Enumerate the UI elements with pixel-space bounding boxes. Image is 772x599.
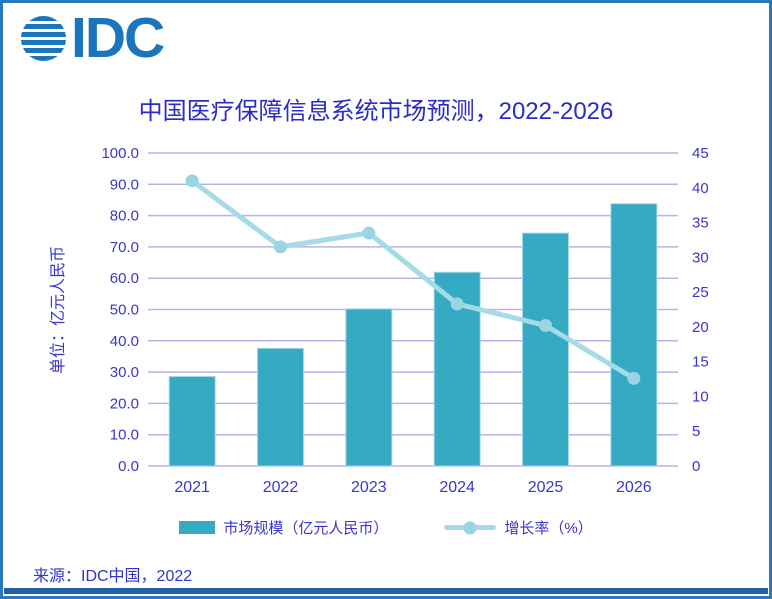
source-note: 来源：IDC中国，2022 xyxy=(33,568,193,585)
chart-legend: 市场规模（亿元人民币） 增长率（%） xyxy=(3,517,769,538)
x-tick-label-2021: 2021 xyxy=(174,479,210,496)
y-right-tick-label: 40 xyxy=(692,180,709,197)
growth-marker-2024 xyxy=(450,297,464,311)
bar-2025 xyxy=(522,232,569,467)
y-right-tick-label: 25 xyxy=(692,284,709,301)
bar-series-swatch xyxy=(179,521,216,534)
line-series-swatch xyxy=(444,521,497,534)
y-right-tick-label: 20 xyxy=(692,319,709,336)
y-right-tick-label: 10 xyxy=(692,388,709,405)
y-left-tick-label: 30.0 xyxy=(110,364,139,381)
x-tick-label-2024: 2024 xyxy=(439,479,475,496)
y-right-tick-label: 35 xyxy=(692,215,709,232)
growth-marker-2023 xyxy=(362,226,376,240)
y-left-tick-label: 20.0 xyxy=(110,395,139,412)
x-tick-label-2022: 2022 xyxy=(263,479,299,496)
legend-item-growth-rate: 增长率（%） xyxy=(444,517,593,538)
line-marker-icon xyxy=(463,521,477,534)
y-right-tick-label: 5 xyxy=(692,423,700,440)
growth-line xyxy=(189,178,637,381)
legend-item-market-size: 市场规模（亿元人民币） xyxy=(179,517,388,538)
y-left-tick-label: 60.0 xyxy=(110,270,139,287)
bar-2021 xyxy=(168,375,216,467)
growth-marker-2022 xyxy=(274,240,287,254)
y-left-tick-label: 90.0 xyxy=(110,176,139,193)
bar-series-label: 市场规模（亿元人民币） xyxy=(223,520,389,537)
footer-accent-bar xyxy=(4,588,768,594)
idc-logo-text: IDC xyxy=(71,6,165,70)
y-left-tick-label: 50.0 xyxy=(110,302,139,319)
y-right-tick-label: 0 xyxy=(692,458,700,475)
combo-chart: 0.0 10.0 20.0 30.0 40.0 50.0 60.0 70.0 80.0 90.0 1… xyxy=(101,145,709,496)
y-left-tick-label: 70.0 xyxy=(110,239,139,256)
x-tick-label-2023: 2023 xyxy=(351,479,387,496)
y-right-tick-label: 45 xyxy=(692,145,709,162)
y-left-tick-label: 0.0 xyxy=(118,458,139,475)
y-left-tick-label: 10.0 xyxy=(110,427,139,444)
chart-title: 中国医疗保障信息系统市场预测，2022-2026 xyxy=(138,98,614,125)
idc-globe-icon xyxy=(21,16,66,61)
bar-2022 xyxy=(257,347,304,467)
idc-logo: IDC xyxy=(21,6,165,70)
bar-2026 xyxy=(610,203,658,467)
y-right-tick-label: 30 xyxy=(692,249,709,266)
x-tick-label-2025: 2025 xyxy=(528,479,564,496)
growth-marker-2021 xyxy=(185,174,199,188)
y-right-tick-label: 15 xyxy=(692,354,709,371)
y-left-tick-label: 80.0 xyxy=(110,208,139,225)
line-series-label: 增长率（%） xyxy=(504,520,593,537)
growth-marker-2026 xyxy=(627,371,641,385)
x-tick-label-2026: 2026 xyxy=(616,479,652,496)
y-left-tick-label: 40.0 xyxy=(110,333,139,350)
y-left-tick-label: 100.0 xyxy=(101,145,139,162)
growth-marker-2025 xyxy=(539,318,552,332)
bar-2023 xyxy=(345,308,393,467)
